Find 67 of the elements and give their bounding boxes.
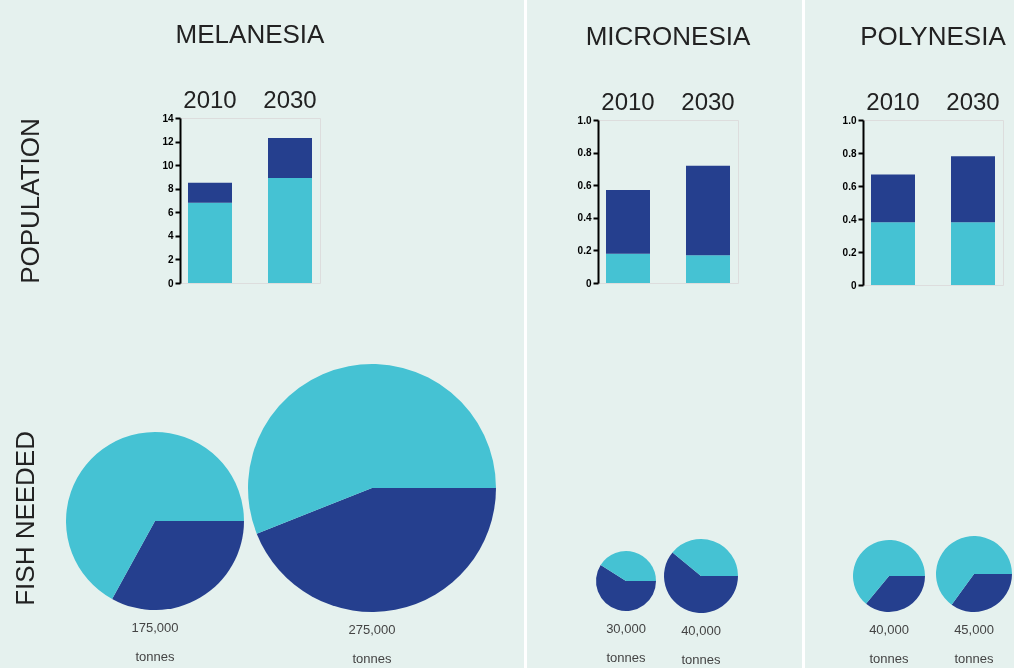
pie-slice	[664, 552, 738, 613]
text: 40,000	[869, 622, 909, 637]
y-axis-title: POPULATION	[15, 118, 46, 284]
x-tick-label: 2030	[263, 85, 317, 113]
y-tick-label: 4	[167, 230, 174, 242]
x-tick-label: 2010	[866, 87, 920, 115]
y-tick-label: 0.2	[577, 244, 592, 256]
pie-slice	[112, 521, 244, 610]
bar	[951, 156, 995, 223]
y-tick-label: 0	[850, 279, 857, 291]
x-tick-label: 2030	[946, 87, 1000, 115]
pie-slice	[936, 536, 1012, 605]
pie-slice	[248, 364, 496, 534]
text: 40,000	[681, 623, 721, 638]
y-tick-label: 0.6	[842, 180, 857, 192]
x-tick-label: 2010	[601, 87, 655, 115]
text: FISH NEEDED	[10, 431, 41, 606]
chart-title: POLYNESIA	[860, 21, 1007, 51]
text: 30,000	[606, 621, 646, 636]
bar	[268, 178, 312, 283]
text: tonnes	[135, 649, 176, 664]
y-tick-label: 0.4	[842, 213, 857, 225]
bar	[871, 222, 915, 285]
y-tick-label: 0.8	[842, 147, 857, 159]
chart-title: MICRONESIA	[585, 21, 751, 51]
y-tick-label: 14	[162, 112, 174, 124]
bar	[871, 174, 915, 223]
bar	[686, 255, 730, 283]
y-tick-label: 2	[167, 253, 174, 265]
chart-title: MELANESIA	[175, 19, 326, 49]
pie-slice	[256, 488, 496, 612]
y-tick-label: 1.0	[842, 114, 857, 126]
y-tick-label: 0	[167, 277, 174, 289]
pie-slice	[66, 432, 244, 599]
x-tick-label: 2010	[183, 85, 237, 113]
y-tick-label: 0.4	[577, 212, 592, 224]
y-tick-label: 0.6	[577, 179, 592, 191]
y-tick-label: 10	[162, 159, 174, 171]
text: tonnes	[954, 651, 995, 666]
pie-slice	[600, 551, 656, 581]
bar	[268, 138, 312, 179]
bar	[606, 190, 650, 254]
text: tonnes	[352, 651, 393, 666]
y-tick-label: 1.0	[577, 114, 592, 126]
text: tonnes	[869, 651, 910, 666]
pie-slice	[853, 540, 925, 604]
y-tick-label: 6	[167, 206, 174, 218]
bar	[606, 253, 650, 283]
text: tonnes	[681, 652, 722, 667]
bar	[188, 202, 232, 283]
bar	[188, 182, 232, 203]
y-tick-label: 0	[585, 277, 592, 289]
y-tick-label: 0.8	[577, 147, 592, 159]
text: tonnes	[606, 650, 647, 665]
bar	[686, 165, 730, 256]
y-tick-label: 12	[162, 136, 174, 148]
text: 45,000	[954, 622, 994, 637]
y-tick-label: 8	[167, 183, 174, 195]
y-tick-label: 0.2	[842, 246, 857, 258]
text: 175,000	[131, 620, 179, 635]
bar	[951, 222, 995, 285]
pie-slice	[866, 576, 925, 612]
pie-slice	[596, 564, 656, 611]
pie-slice	[672, 539, 738, 576]
pie-slice	[951, 574, 1012, 612]
text: 275,000	[348, 622, 396, 637]
x-tick-label: 2030	[681, 87, 735, 115]
